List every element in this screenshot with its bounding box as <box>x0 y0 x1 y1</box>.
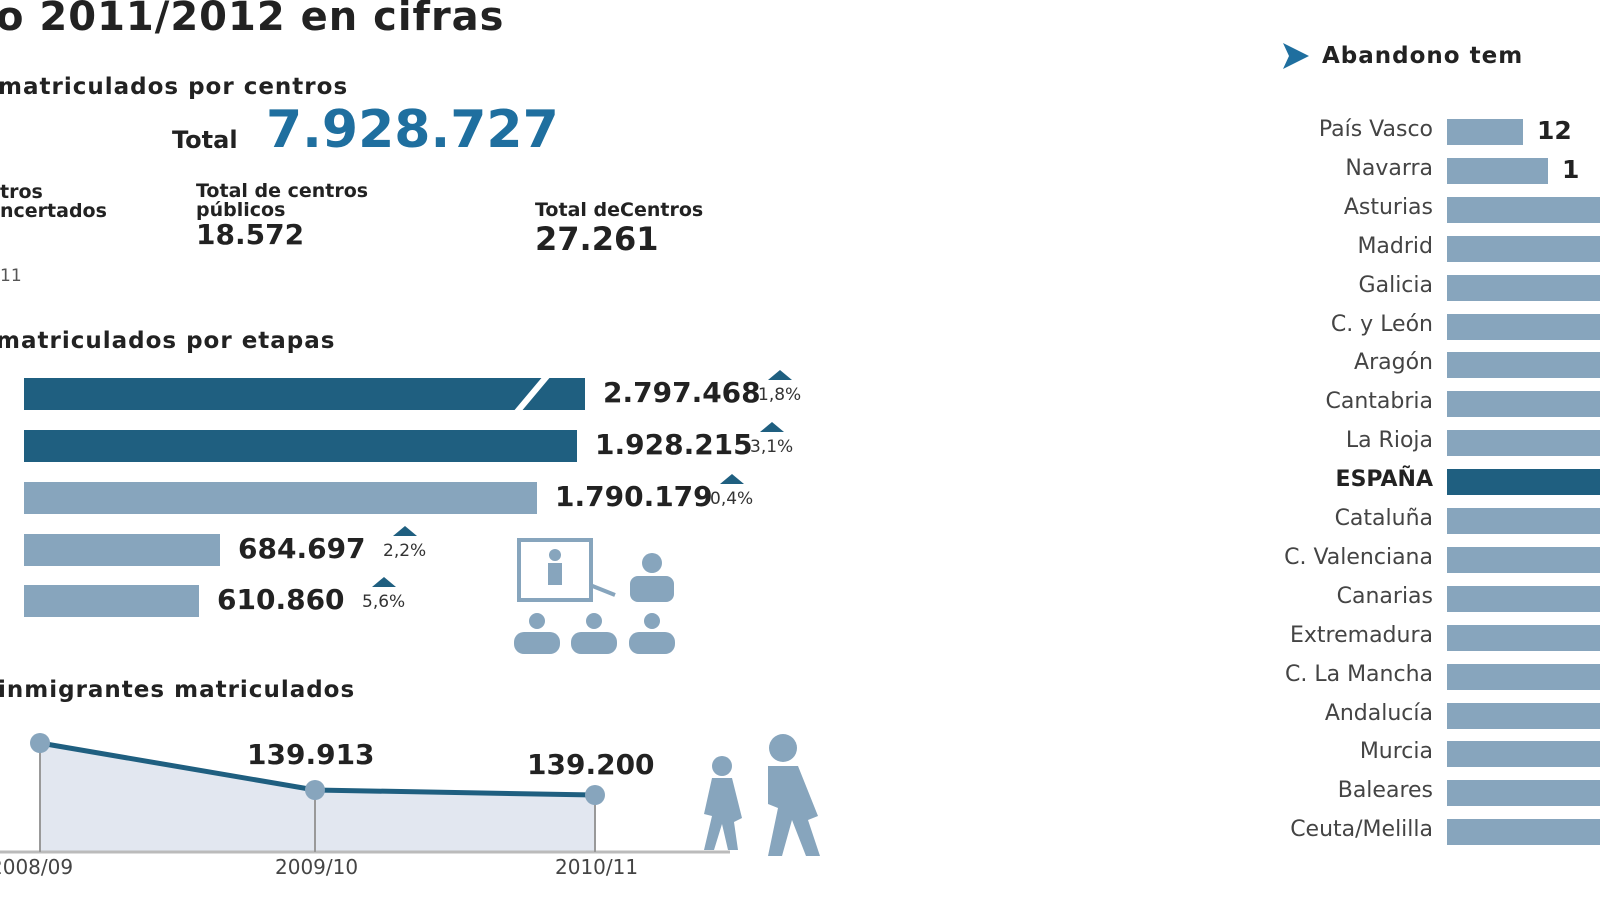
region-value: 12 <box>1537 116 1572 145</box>
up-arrow-icon <box>768 370 792 380</box>
abandono-heading: Abandono tem <box>1322 43 1524 69</box>
region-label: Navarra <box>1345 155 1433 181</box>
region-label: ESPAÑA <box>1335 467 1433 493</box>
up-arrow-icon <box>393 526 417 536</box>
region-bar <box>1447 663 1600 690</box>
region-value: 1 <box>1562 154 1580 184</box>
walking-people-icon <box>704 734 820 856</box>
source-fragment: 11 <box>0 266 22 286</box>
region-bar <box>1447 624 1600 651</box>
region-bar <box>1447 235 1600 262</box>
total-centros-value: 27.261 <box>535 220 659 258</box>
x-tick-label: 2008/09 <box>0 855 74 879</box>
inmigrantes-heading: inmigrantes matriculados <box>0 677 356 703</box>
x-tick-label: 2009/10 <box>275 855 359 879</box>
classroom-icon <box>514 538 675 654</box>
data-label: 139.913 <box>247 738 375 771</box>
up-arrow-icon <box>372 577 396 587</box>
region-label: Canarias <box>1336 583 1433 609</box>
up-arrow-icon <box>760 422 784 432</box>
etapa-change: 3,1% <box>750 437 794 457</box>
centros-heading: matriculados por centros <box>0 74 349 100</box>
publicos-label-1: Total de centros <box>196 180 369 202</box>
etapa-value: 1.928.215 <box>595 428 753 461</box>
etapa-value: 684.697 <box>238 532 366 565</box>
region-bar <box>1447 196 1600 223</box>
etapa-change: 5,6% <box>362 592 406 612</box>
etapa-value: 2.797.468 <box>603 376 761 409</box>
region-bar <box>1447 546 1600 573</box>
region-label: C. La Mancha <box>1284 661 1433 687</box>
region-label: Madrid <box>1357 233 1433 259</box>
region-bar <box>1447 352 1600 379</box>
data-point <box>305 780 325 800</box>
etapa-change: 1,8% <box>758 385 802 405</box>
inmigrantes-line-chart <box>0 733 730 854</box>
region-bar <box>1447 780 1600 807</box>
region-bar <box>1447 741 1600 768</box>
total-value: 7.928.727 <box>266 100 559 160</box>
data-label: 139.200 <box>527 748 655 781</box>
etapa-bar <box>24 534 220 566</box>
region-label: Ceuta/Melilla <box>1290 817 1433 843</box>
region-label: Andalucía <box>1324 700 1433 726</box>
region-bar <box>1447 430 1600 457</box>
etapa-value: 610.860 <box>217 583 345 616</box>
region-bar <box>1447 585 1600 612</box>
region-bar <box>1447 508 1600 534</box>
region-label: La Rioja <box>1345 428 1433 454</box>
x-tick-label: 2010/11 <box>555 855 639 879</box>
region-label: Cataluña <box>1334 506 1433 531</box>
total-centros-label: Total deCentros <box>535 199 704 221</box>
up-arrow-icon <box>720 474 744 484</box>
region-label: Extremadura <box>1290 622 1433 648</box>
region-bar <box>1447 819 1600 846</box>
data-point <box>585 785 605 805</box>
etapa-bar <box>24 482 537 514</box>
region-bar <box>1447 274 1600 301</box>
etapa-change: 0,4% <box>710 489 754 509</box>
region-label: País Vasco <box>1318 117 1433 142</box>
region-bar <box>1447 313 1600 340</box>
etapa-bar <box>24 378 585 410</box>
region-label: C. y León <box>1330 311 1433 337</box>
publicos-value: 18.572 <box>196 218 305 251</box>
region-label: Baleares <box>1337 778 1433 804</box>
region-label: Aragón <box>1354 350 1433 376</box>
region-label: C. Valenciana <box>1284 544 1433 570</box>
region-bar <box>1447 702 1600 729</box>
concertados-label-1: tros <box>0 181 43 203</box>
region-bar <box>1447 157 1548 184</box>
total-label: Total <box>172 126 238 154</box>
data-point <box>30 733 50 753</box>
page-title: o 2011/2012 en cifras <box>0 0 505 40</box>
etapa-value: 1.790.179 <box>555 480 713 513</box>
region-label: Cantabria <box>1325 389 1434 415</box>
publicos-label-2: públicos <box>196 199 286 221</box>
region-label: Galicia <box>1358 272 1433 298</box>
region-bar <box>1447 391 1600 418</box>
region-bar <box>1447 119 1523 145</box>
region-bar <box>1447 469 1600 496</box>
etapa-change: 2,2% <box>383 541 427 561</box>
etapa-bar <box>24 585 199 617</box>
etapa-bar <box>24 430 577 462</box>
region-label: Murcia <box>1359 739 1433 765</box>
concertados-label-2: ncertados <box>0 200 107 222</box>
region-label: Asturias <box>1343 194 1433 220</box>
etapas-heading: matriculados por etapas <box>0 328 336 354</box>
